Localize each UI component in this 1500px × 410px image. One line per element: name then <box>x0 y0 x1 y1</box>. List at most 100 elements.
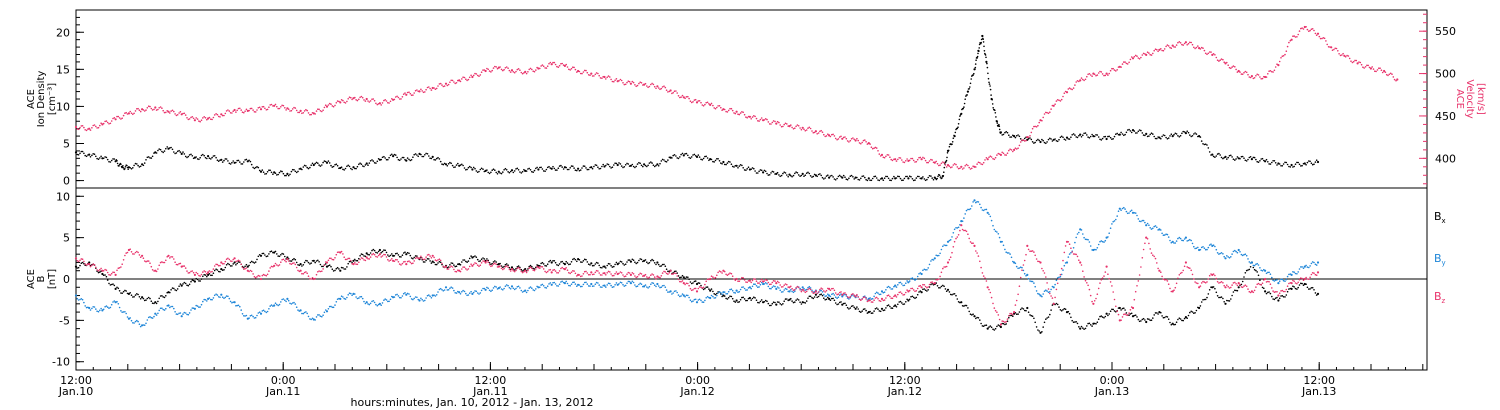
point-velocity <box>759 118 762 121</box>
point-velocity <box>1162 49 1165 52</box>
point-density <box>1084 132 1087 134</box>
point-density <box>770 172 772 174</box>
point-by <box>568 284 570 287</box>
point-bx <box>294 258 297 261</box>
point-bz <box>1208 274 1211 277</box>
point-bx <box>256 258 258 261</box>
point-velocity <box>404 92 406 94</box>
point-velocity <box>1056 99 1059 101</box>
point-density <box>302 166 305 168</box>
point-by <box>1142 219 1145 222</box>
point-bx <box>631 258 634 261</box>
point-bx <box>825 298 828 301</box>
point-by <box>791 290 793 293</box>
point-bx <box>963 305 965 307</box>
point-velocity <box>980 163 982 165</box>
point-velocity <box>710 102 713 105</box>
point-bx <box>629 260 633 263</box>
point-density <box>1099 138 1101 141</box>
point-bz <box>627 271 630 274</box>
point-bx <box>800 303 803 305</box>
point-bx <box>561 260 563 263</box>
point-by <box>257 312 260 314</box>
point-bx <box>510 266 514 269</box>
point-bz <box>1026 244 1029 247</box>
point-density <box>347 164 350 167</box>
point-velocity <box>568 68 570 71</box>
point-density <box>1236 156 1239 158</box>
point-by <box>1285 278 1288 281</box>
point-density <box>305 165 307 167</box>
point-velocity <box>1179 42 1182 44</box>
point-by <box>986 211 989 214</box>
point-velocity <box>984 159 986 161</box>
point-velocity <box>1043 113 1046 115</box>
point-bx <box>106 279 109 281</box>
point-density <box>157 149 159 152</box>
point-bx <box>998 325 1001 327</box>
point-density <box>420 153 422 156</box>
point-bx <box>1191 311 1194 313</box>
point-by <box>1314 263 1317 266</box>
point-velocity <box>1182 44 1184 46</box>
point-bx <box>735 299 738 302</box>
xtick-label-time: 0:00 <box>271 374 296 387</box>
point-density <box>920 177 923 180</box>
point-density <box>317 162 319 164</box>
point-by <box>973 199 976 202</box>
point-by <box>354 293 356 295</box>
point-bx <box>763 301 766 303</box>
point-density <box>742 167 744 169</box>
point-by <box>262 309 265 312</box>
point-bx <box>758 302 760 304</box>
point-bx <box>459 264 462 266</box>
point-bx <box>634 261 636 264</box>
point-density <box>228 162 231 165</box>
point-bz <box>928 283 931 286</box>
point-bz <box>213 265 216 267</box>
point-density <box>1297 161 1299 164</box>
point-by <box>990 219 993 222</box>
point-density <box>869 179 871 182</box>
point-velocity <box>1125 62 1128 65</box>
point-bx <box>504 263 507 266</box>
point-by <box>1026 273 1029 276</box>
point-bz <box>710 275 713 278</box>
point-velocity <box>782 125 784 128</box>
point-by <box>1058 276 1060 279</box>
point-bx <box>603 265 606 268</box>
point-bz <box>529 266 532 269</box>
point-density <box>380 158 383 161</box>
point-velocity <box>1116 69 1118 71</box>
point-bx <box>132 296 134 298</box>
point-bx <box>335 267 338 270</box>
point-velocity <box>1253 77 1256 79</box>
point-bx <box>540 262 542 265</box>
point-density <box>516 167 519 170</box>
top-ytick-label: 10 <box>56 100 70 113</box>
point-bx <box>196 278 199 281</box>
point-by <box>240 309 242 311</box>
point-by <box>1177 237 1179 240</box>
point-bx <box>852 305 854 307</box>
point-velocity <box>346 100 348 103</box>
point-bx <box>706 286 709 288</box>
point-bz <box>1093 300 1096 302</box>
point-bx <box>478 260 480 263</box>
point-density <box>471 168 474 171</box>
point-by <box>1004 248 1006 251</box>
point-bx <box>572 258 574 261</box>
point-density <box>1303 162 1306 165</box>
point-velocity <box>332 105 335 108</box>
point-bz <box>162 261 164 264</box>
point-density <box>697 154 700 156</box>
point-by <box>1204 248 1207 251</box>
point-density <box>727 160 730 163</box>
point-velocity <box>648 85 651 88</box>
point-bz <box>1018 285 1021 288</box>
point-velocity <box>273 104 276 107</box>
point-density <box>602 163 604 166</box>
point-velocity <box>860 142 862 145</box>
point-density <box>344 167 347 170</box>
